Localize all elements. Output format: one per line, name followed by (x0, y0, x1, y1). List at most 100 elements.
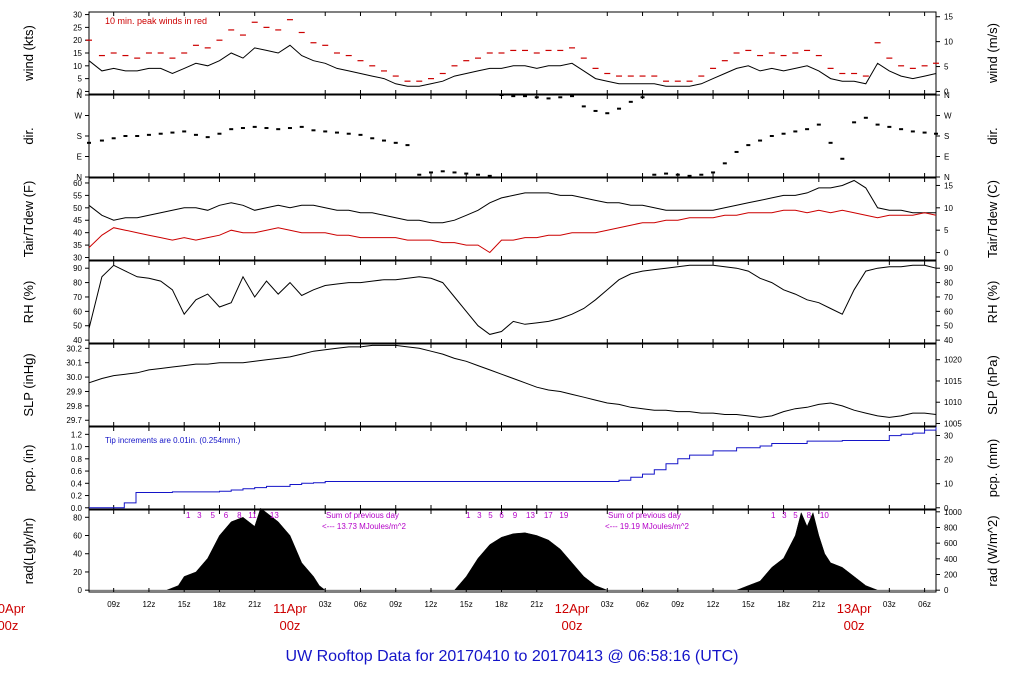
dir-ytick-label-left: N (76, 173, 82, 182)
pcp-ytick-label-left: 0.6 (71, 467, 83, 476)
dir-point (193, 133, 198, 136)
footer-title: UW Rooftop Data for 20170410 to 20170413… (285, 648, 739, 665)
dir-point (287, 127, 292, 130)
temp-ytick-label-left: 50 (73, 204, 82, 213)
dir-point (675, 173, 680, 176)
x-tick-label: 18z (213, 600, 226, 609)
rh-ytick-label-right: 70 (944, 293, 953, 302)
dir-point (393, 141, 398, 144)
rh-ytick-label-right: 90 (944, 264, 953, 273)
dir-point (699, 173, 704, 176)
dir-point (793, 130, 798, 133)
dir-point (111, 137, 116, 140)
dir-point (934, 132, 938, 135)
dir-point (370, 137, 375, 140)
rad-ytick-label-left: 80 (73, 513, 82, 522)
slp-ytick-label-left: 30.0 (66, 373, 82, 382)
dir-point (734, 150, 739, 153)
temp-series-line (88, 179, 936, 224)
dir-point (899, 128, 904, 131)
date-label-hour: 00z (0, 618, 18, 633)
rad-ytick-label-right: 1000 (944, 508, 962, 517)
dir-ytick-label-right: N (944, 173, 950, 182)
dir-point (182, 130, 187, 133)
date-label-day: 10Apr (0, 601, 26, 616)
x-tick-label: 03z (601, 600, 614, 609)
panel-frame-rh (88, 260, 937, 344)
slp-ytick-label-left: 30.1 (66, 359, 82, 368)
dir-point (570, 95, 575, 98)
dir-point (217, 132, 222, 135)
rad-ytick-label-left: 20 (73, 568, 82, 577)
slp-series-line (88, 344, 937, 418)
dir-point (640, 96, 645, 99)
dir-ytick-label-left: E (77, 153, 82, 162)
x-tick-label: 03z (883, 600, 896, 609)
x-tick-label: 18z (495, 600, 508, 609)
panel-frame-rad (88, 509, 937, 593)
dir-ytick-label-left: W (74, 112, 82, 121)
dir-point (135, 135, 140, 137)
rh-ytick-label-right: 40 (944, 336, 953, 345)
dir-point (852, 121, 857, 124)
date-label-hour: 00z (562, 618, 583, 633)
slp-ytick-label-right: 1005 (944, 419, 962, 428)
slp-ytick-label-right: 1010 (944, 398, 962, 407)
rh-ytick-label-right: 80 (944, 279, 953, 288)
x-tick-label: 18z (777, 600, 790, 609)
panel-frame-slp (88, 343, 937, 427)
dir-point (746, 144, 751, 147)
dir-point (311, 129, 316, 132)
x-tick-label: 21z (812, 600, 825, 609)
wind-annotation: 10 min. peak winds in red (105, 16, 207, 26)
rh-series-line (88, 264, 937, 335)
rad-ytick-label-left: 60 (73, 532, 82, 541)
dir-point (769, 135, 774, 137)
dir-point (299, 125, 304, 128)
dir-point (711, 171, 716, 174)
dir-point (487, 174, 492, 177)
rh-ytick-label-right: 50 (944, 322, 953, 331)
rad-sum-1-line1: Sum of previous day (326, 511, 399, 520)
panel-frame-wind (88, 11, 937, 95)
temp-ytick-label-left: 60 (73, 179, 82, 188)
date-label-day: 12Apr (555, 601, 590, 616)
x-tick-label: 21z (248, 600, 261, 609)
dir-point (546, 97, 551, 100)
rad-hours-1: 1 3 5 6 8 11 13 (186, 511, 279, 520)
wind-marks: 0 5 10 15 20 25 30 0 5 10 15 (73, 11, 953, 97)
x-tick-label: 12z (142, 600, 155, 609)
dir-point (722, 162, 727, 165)
wind-ytick-label-left: 0 (78, 87, 83, 96)
dir-point (323, 130, 328, 133)
wind-ytick-label-left: 5 (78, 75, 83, 84)
date-label-hour: 00z (844, 618, 865, 633)
dir-point (229, 128, 234, 131)
dir-point (511, 95, 516, 98)
rad-ytick-label-right: 400 (944, 555, 958, 564)
x-tick-label: 06z (354, 600, 367, 609)
date-label-day: 13Apr (837, 601, 872, 616)
rh-ytick-label-left: 90 (73, 264, 82, 273)
pcp-ytick-label-left: 0.0 (71, 504, 83, 513)
dir-point (99, 139, 104, 142)
temp-series-line (88, 209, 937, 254)
panel-slp: 29.7 29.8 29.9 30.0 30.1 30.2 1005 1010 1015 1020… (21, 343, 1000, 428)
rh-ylabel-right: RH (%) (985, 281, 1000, 324)
x-tick-label: 09z (107, 600, 120, 609)
rad-ytick-label-right: 200 (944, 571, 958, 580)
dir-ytick-label-right: N (944, 91, 950, 100)
dir-ylabel-left: dir. (21, 127, 36, 144)
x-tick-label: 03z (319, 600, 332, 609)
date-label-day: 11Apr (273, 601, 307, 616)
panel-frame-pcp (88, 426, 937, 510)
dir-point (428, 171, 433, 174)
wind-ytick-label-left: 30 (73, 11, 82, 20)
pcp-series-step (89, 427, 937, 509)
slp-ylabel-right: SLP (hPa) (985, 355, 1000, 415)
x-axis: 09z 12z 15z 18z 21z 03z 06z 09z 12z 15z 18z 21z 03z 0… (0, 600, 931, 633)
temp-ytick-label-left: 45 (73, 216, 82, 225)
dir-point (581, 105, 586, 108)
rad-hours-2: 1 3 5 6 9 13 17 19 (466, 511, 569, 520)
